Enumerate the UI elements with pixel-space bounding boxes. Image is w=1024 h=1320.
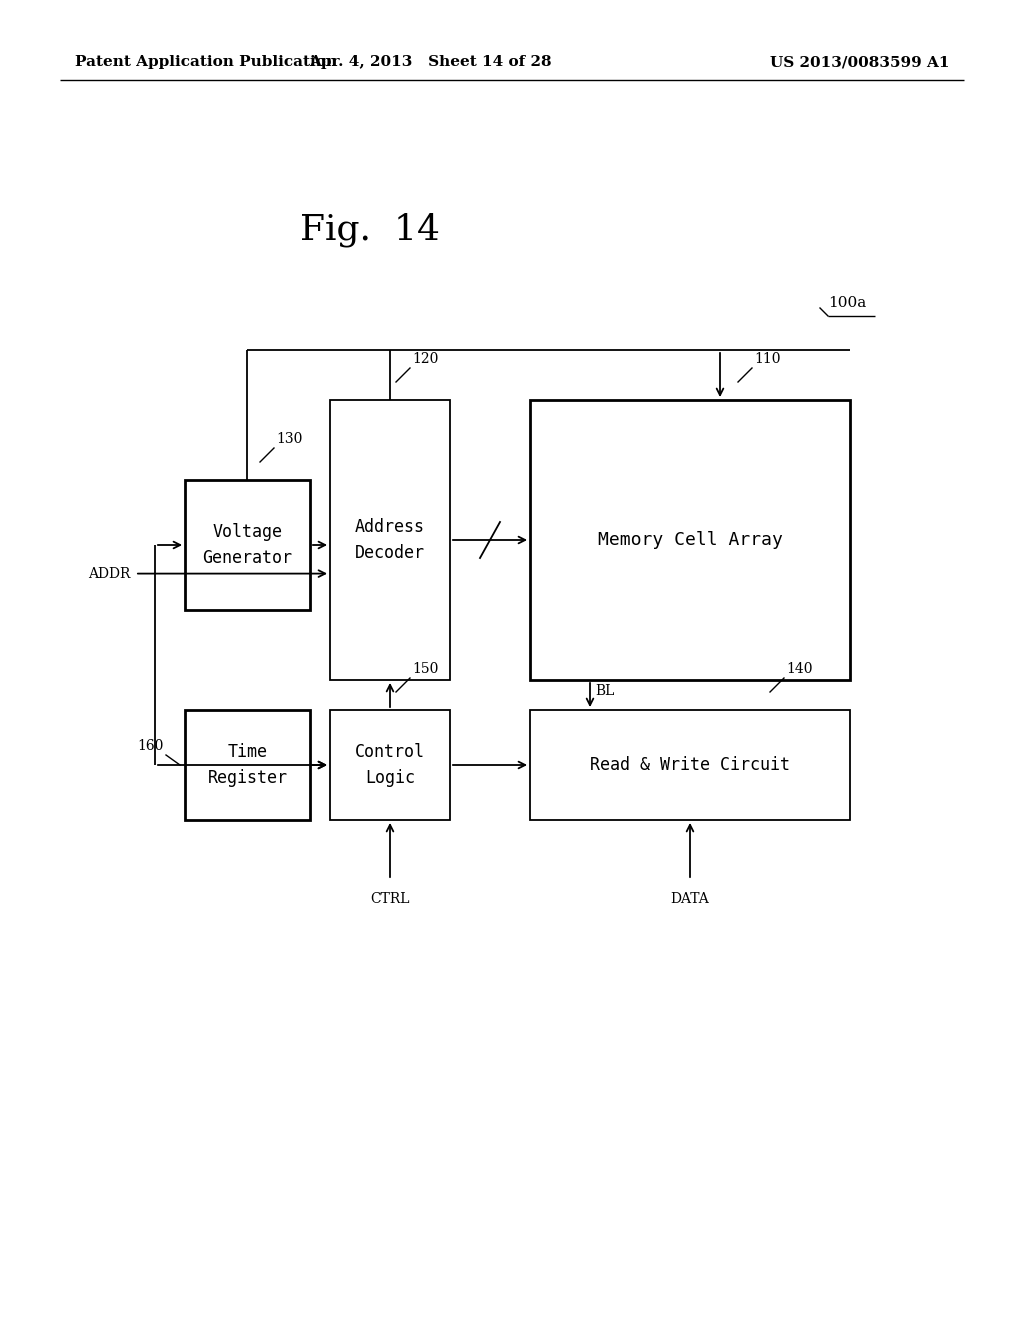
Text: 130: 130 bbox=[276, 432, 302, 446]
Text: Time
Register: Time Register bbox=[208, 743, 288, 787]
Text: Patent Application Publication: Patent Application Publication bbox=[75, 55, 337, 69]
Bar bbox=[530, 710, 850, 820]
Text: 110: 110 bbox=[754, 352, 780, 366]
Text: DATA: DATA bbox=[671, 892, 710, 906]
Text: Read & Write Circuit: Read & Write Circuit bbox=[590, 756, 790, 774]
Bar bbox=[185, 710, 310, 820]
Text: ADDR: ADDR bbox=[88, 566, 130, 581]
Text: Apr. 4, 2013   Sheet 14 of 28: Apr. 4, 2013 Sheet 14 of 28 bbox=[308, 55, 551, 69]
Bar bbox=[530, 400, 850, 680]
Bar bbox=[330, 400, 450, 680]
Text: Voltage
Generator: Voltage Generator bbox=[203, 523, 293, 568]
Bar bbox=[185, 480, 310, 610]
Text: Fig.  14: Fig. 14 bbox=[300, 213, 440, 247]
Text: US 2013/0083599 A1: US 2013/0083599 A1 bbox=[770, 55, 950, 69]
Text: Memory Cell Array: Memory Cell Array bbox=[598, 531, 782, 549]
Text: 150: 150 bbox=[412, 663, 438, 676]
Text: 160: 160 bbox=[137, 739, 164, 752]
Text: BL: BL bbox=[595, 684, 614, 698]
Text: CTRL: CTRL bbox=[371, 892, 410, 906]
Text: Address
Decoder: Address Decoder bbox=[355, 517, 425, 562]
Bar bbox=[330, 710, 450, 820]
Text: Control
Logic: Control Logic bbox=[355, 743, 425, 787]
Text: 120: 120 bbox=[412, 352, 438, 366]
Text: 100a: 100a bbox=[828, 296, 866, 310]
Text: 140: 140 bbox=[786, 663, 812, 676]
